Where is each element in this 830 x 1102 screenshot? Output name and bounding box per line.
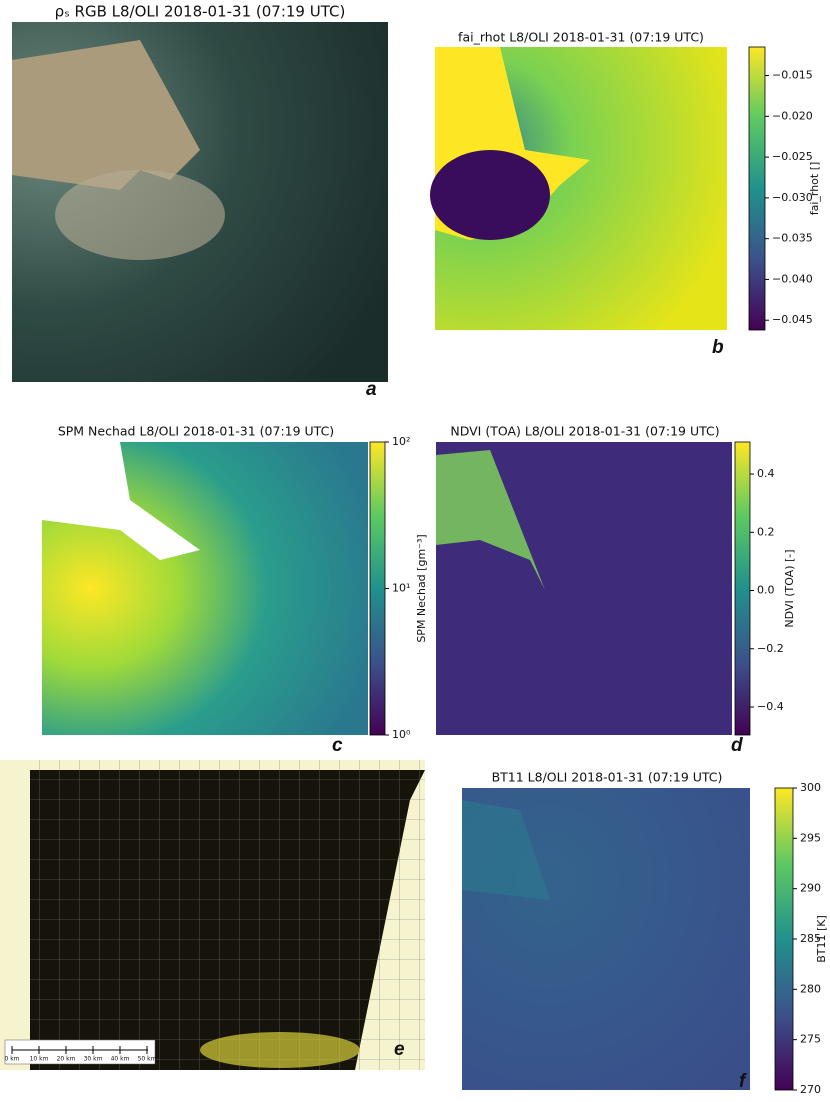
tick-label: 280 [800,982,821,995]
scale-label: 40 km [111,1056,130,1063]
tick-label: −0.045 [772,313,813,326]
tick-label: 0.0 [757,584,775,597]
tick-label: 275 [800,1033,821,1046]
panel-title: NDVI (TOA) L8/OLI 2018-01-31 (07:19 UTC) [450,424,719,439]
land [12,40,200,190]
tick-label: 0.4 [757,467,775,480]
scale-label: 10 km [30,1056,49,1063]
land-mask [42,442,200,560]
tick-label: 290 [800,882,821,895]
panel-title: BT11 L8/OLI 2018-01-31 (07:19 UTC) [492,770,723,785]
colorbar-label: NDVI (TOA) [-] [783,549,796,627]
bright-region [200,1032,360,1068]
colorbar-label: fai_rhot [] [808,162,821,216]
tick-label: −0.2 [757,642,784,655]
tick-label: −0.030 [772,191,813,204]
panel-title: SPM Nechad L8/OLI 2018-01-31 (07:19 UTC) [58,424,334,439]
scale-label: 0 km [4,1056,19,1063]
tick-label: 0.2 [757,525,775,538]
colorbar [748,46,766,331]
scale-label: 30 km [84,1056,103,1063]
tick-label: 10⁰ [392,728,411,741]
colorbar [774,787,794,1091]
tick-label: 285 [800,932,821,945]
tick-label: 270 [800,1083,821,1096]
panel-title: ρₛ RGB L8/OLI 2018-01-31 (07:19 UTC) [55,3,346,21]
tick-label: −0.015 [772,69,813,82]
scale-label: 50 km [138,1056,157,1063]
colorbar [734,441,751,736]
grid [30,760,425,1070]
scale-label: 20 km [57,1056,76,1063]
land [462,800,550,900]
colorbar-label: SPM Nechad [gm⁻³] [415,534,428,642]
panel-letter: f [739,1071,747,1092]
land [436,450,545,590]
tick-label: 10² [392,435,410,448]
panel-letter: c [332,735,343,756]
plume [55,170,225,260]
tick-label: 300 [800,781,821,794]
tick-label: −0.020 [772,109,813,122]
scale-labels: 0 km 10 km 20 km 30 km 40 km 50 km [4,1046,157,1063]
tick-label: 295 [800,831,821,844]
panel-letter: a [366,379,377,400]
scale-box [4,1039,156,1065]
panel-letter: e [394,1039,405,1060]
tick-label: −0.035 [772,232,813,245]
panel-letter: b [712,337,724,358]
tick-label: 10¹ [392,582,410,595]
panel-letter: d [731,735,743,756]
tick-label: −0.4 [757,700,784,713]
tick-label: −0.040 [772,272,813,285]
tick-label: −0.025 [772,150,813,163]
colorbar [369,441,386,736]
panel-title: fai_rhot L8/OLI 2018-01-31 (07:19 UTC) [458,30,704,45]
low-region [430,150,550,240]
colorbar-label: BT11 [K] [815,915,828,963]
